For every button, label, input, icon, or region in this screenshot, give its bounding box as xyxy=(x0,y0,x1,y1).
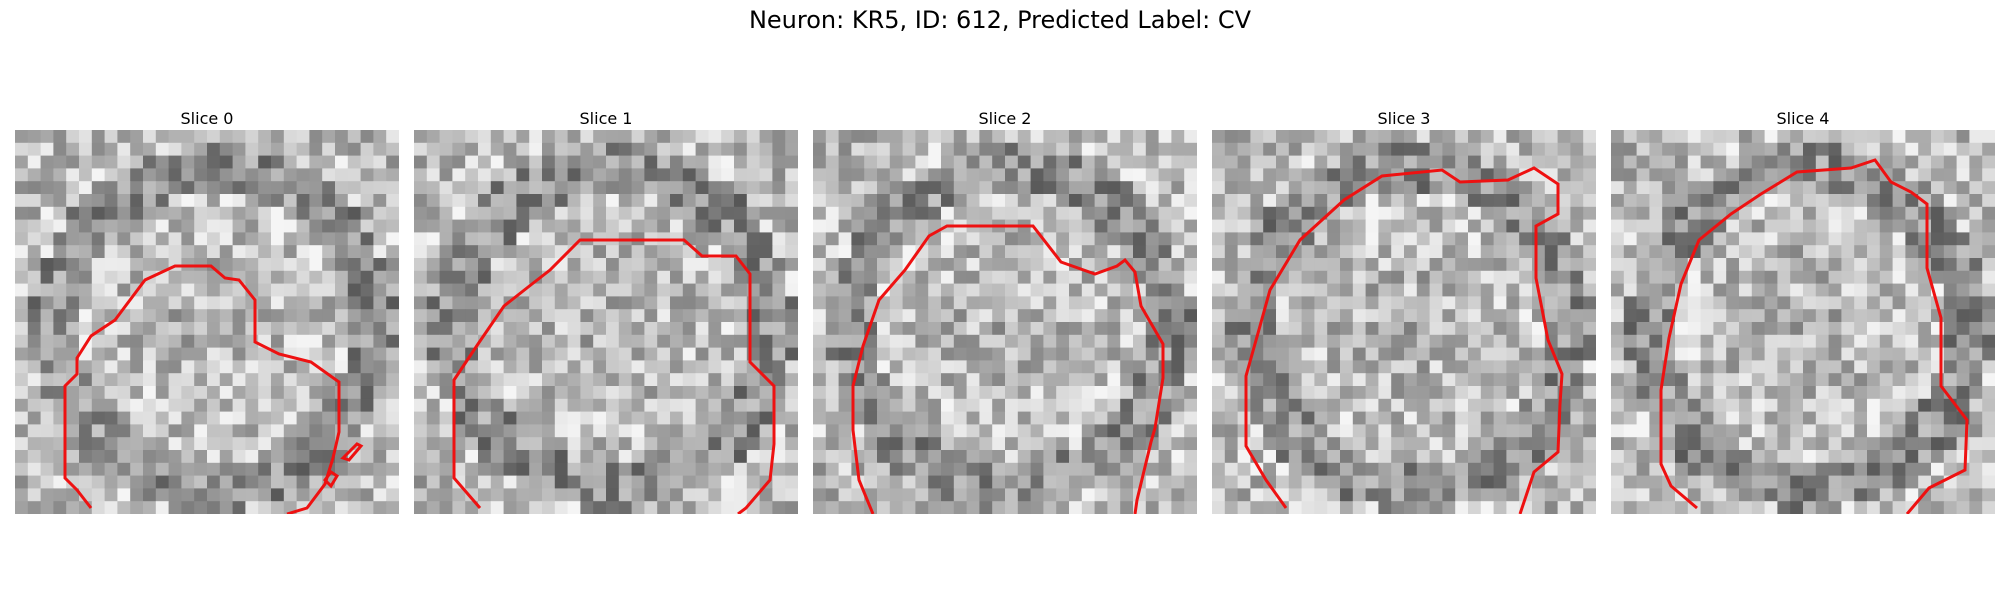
soma-contour-4 xyxy=(1659,158,1969,514)
soma-contour-0 xyxy=(63,264,341,514)
slice-image-3 xyxy=(1212,130,1596,514)
slice-title-0: Slice 0 xyxy=(180,109,234,128)
slice-title-1: Slice 1 xyxy=(579,109,633,128)
pixel-grid xyxy=(1611,130,1995,514)
slice-image-2 xyxy=(813,130,1197,514)
soma-contour-2 xyxy=(851,224,1165,514)
slice-title-3: Slice 3 xyxy=(1377,109,1431,128)
slice-image-1 xyxy=(414,130,798,514)
pixel-grid xyxy=(414,130,798,514)
pixel-grid xyxy=(15,130,399,514)
pixel-grid xyxy=(1212,130,1596,514)
slice-image-4 xyxy=(1611,130,1995,514)
slice-panel-4: Slice 4 xyxy=(1611,108,1995,514)
soma-contour-0-fragment xyxy=(323,442,364,489)
slice-title-4: Slice 4 xyxy=(1776,109,1830,128)
slice-title-2: Slice 2 xyxy=(978,109,1032,128)
slice-panel-3: Slice 3 xyxy=(1212,108,1596,514)
slice-panel-1: Slice 1 xyxy=(414,108,798,514)
slice-image-0 xyxy=(15,130,399,514)
soma-contour-3 xyxy=(1244,166,1564,514)
figure-title: Neuron: KR5, ID: 612, Predicted Label: C… xyxy=(748,6,1252,34)
soma-contour-1 xyxy=(452,238,776,514)
slice-panel-0: Slice 0 xyxy=(15,108,399,514)
slice-panel-2: Slice 2 xyxy=(813,108,1197,514)
